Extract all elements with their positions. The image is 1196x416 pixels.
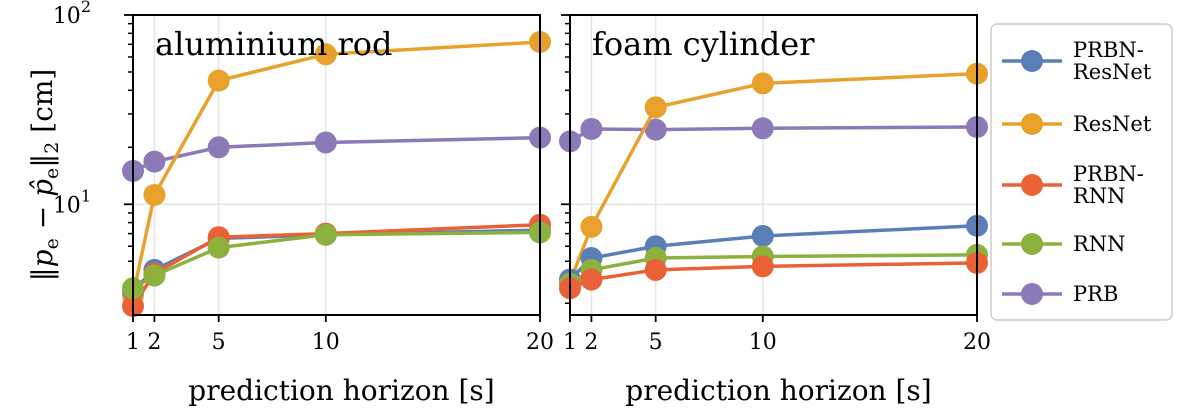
plot-frame bbox=[132, 14, 541, 316]
y-axis-label: ‖pe − p̂e‖2 [cm] bbox=[26, 69, 63, 282]
legend-label: ResNet bbox=[1073, 112, 1152, 136]
data-point-prb-x2 bbox=[143, 150, 166, 173]
data-point-prb-x5 bbox=[644, 118, 667, 141]
series-resnet bbox=[122, 31, 551, 307]
data-point-resnet-x10 bbox=[751, 72, 774, 95]
legend-item-resnet: ResNet bbox=[1002, 112, 1152, 136]
x-axis-label: prediction horizon [s] bbox=[625, 374, 931, 407]
y-tick-label: 101 bbox=[53, 186, 91, 218]
legend-label: ResNet bbox=[1073, 60, 1152, 84]
data-point-prbn-rnn-x10 bbox=[751, 255, 774, 278]
plot-frame bbox=[569, 14, 978, 316]
series-prb bbox=[559, 116, 988, 153]
legend-label: PRBN- bbox=[1073, 162, 1144, 186]
legend-label: RNN bbox=[1073, 184, 1126, 208]
series-line bbox=[132, 230, 541, 290]
legend-item-prbn-resnet: PRBN-ResNet bbox=[1002, 38, 1152, 84]
data-point-resnet-x2 bbox=[580, 215, 603, 238]
data-point-resnet-x5 bbox=[207, 69, 230, 92]
panel-title: foam cylinder bbox=[592, 25, 815, 63]
legend-label: PRBN- bbox=[1073, 38, 1144, 62]
series-prbn-rnn bbox=[122, 213, 551, 318]
data-point-prbn-rnn-x5 bbox=[644, 258, 667, 281]
legend-marker bbox=[1021, 283, 1043, 305]
series-line bbox=[569, 253, 978, 286]
data-point-prbn-rnn-x2 bbox=[580, 268, 603, 291]
x-tick-label: 1 bbox=[126, 330, 140, 355]
panel-foam-cylinder: 1 2 5 10 20 foam cylinder prediction horizon [… bbox=[530, 5, 991, 407]
data-point-prb-x10 bbox=[751, 117, 774, 140]
data-point-prb-x10 bbox=[314, 131, 337, 154]
x-tick-label: 20 bbox=[963, 330, 991, 355]
series-rnn bbox=[122, 221, 551, 300]
panel-aluminium-rod: 1 2 5 10 20 101 102 aluminium rod prediction hor… bbox=[26, 0, 554, 407]
x-tick-label: 5 bbox=[212, 330, 226, 355]
y-tick-label: 102 bbox=[53, 0, 91, 29]
data-point-resnet-x2 bbox=[143, 183, 166, 206]
legend-marker bbox=[1021, 233, 1043, 255]
series-prbn-rnn bbox=[559, 251, 988, 300]
legend-item-prbn-rnn: PRBN-RNN bbox=[1002, 162, 1144, 208]
legend-item-prb: PRB bbox=[1002, 282, 1118, 306]
series-line bbox=[131, 228, 541, 292]
legend-item-rnn: RNN bbox=[1002, 232, 1126, 256]
spacer bbox=[530, 5, 531, 6]
x-tick-label: 10 bbox=[749, 330, 777, 355]
data-point-resnet-x5 bbox=[644, 96, 667, 119]
x-tick-label: 1 bbox=[563, 330, 577, 355]
x-tick-label: 2 bbox=[147, 330, 161, 355]
data-point-resnet-x10 bbox=[314, 43, 337, 66]
data-point-prb-x2 bbox=[580, 117, 603, 140]
panel-title: aluminium rod bbox=[155, 25, 393, 63]
legend-marker bbox=[1021, 50, 1043, 72]
data-point-prbn-resnet-x10 bbox=[751, 224, 774, 247]
x-tick-label: 20 bbox=[526, 330, 554, 355]
x-tick-label: 5 bbox=[649, 330, 663, 355]
spacer bbox=[93, 5, 94, 6]
data-point-prb-x5 bbox=[207, 136, 230, 159]
legend-marker bbox=[1021, 113, 1043, 135]
legend-marker bbox=[1021, 174, 1043, 196]
legend-label: PRB bbox=[1073, 282, 1118, 306]
data-point-rnn-x10 bbox=[314, 223, 337, 246]
series-prbn-resnet bbox=[559, 214, 988, 291]
legend-label: RNN bbox=[1073, 232, 1126, 256]
data-point-rnn-x5 bbox=[207, 236, 230, 259]
x-tick-label: 10 bbox=[312, 330, 340, 355]
x-tick-label: 2 bbox=[584, 330, 598, 355]
x-axis-label: prediction horizon [s] bbox=[188, 374, 494, 407]
data-point-rnn-x2 bbox=[143, 264, 166, 287]
